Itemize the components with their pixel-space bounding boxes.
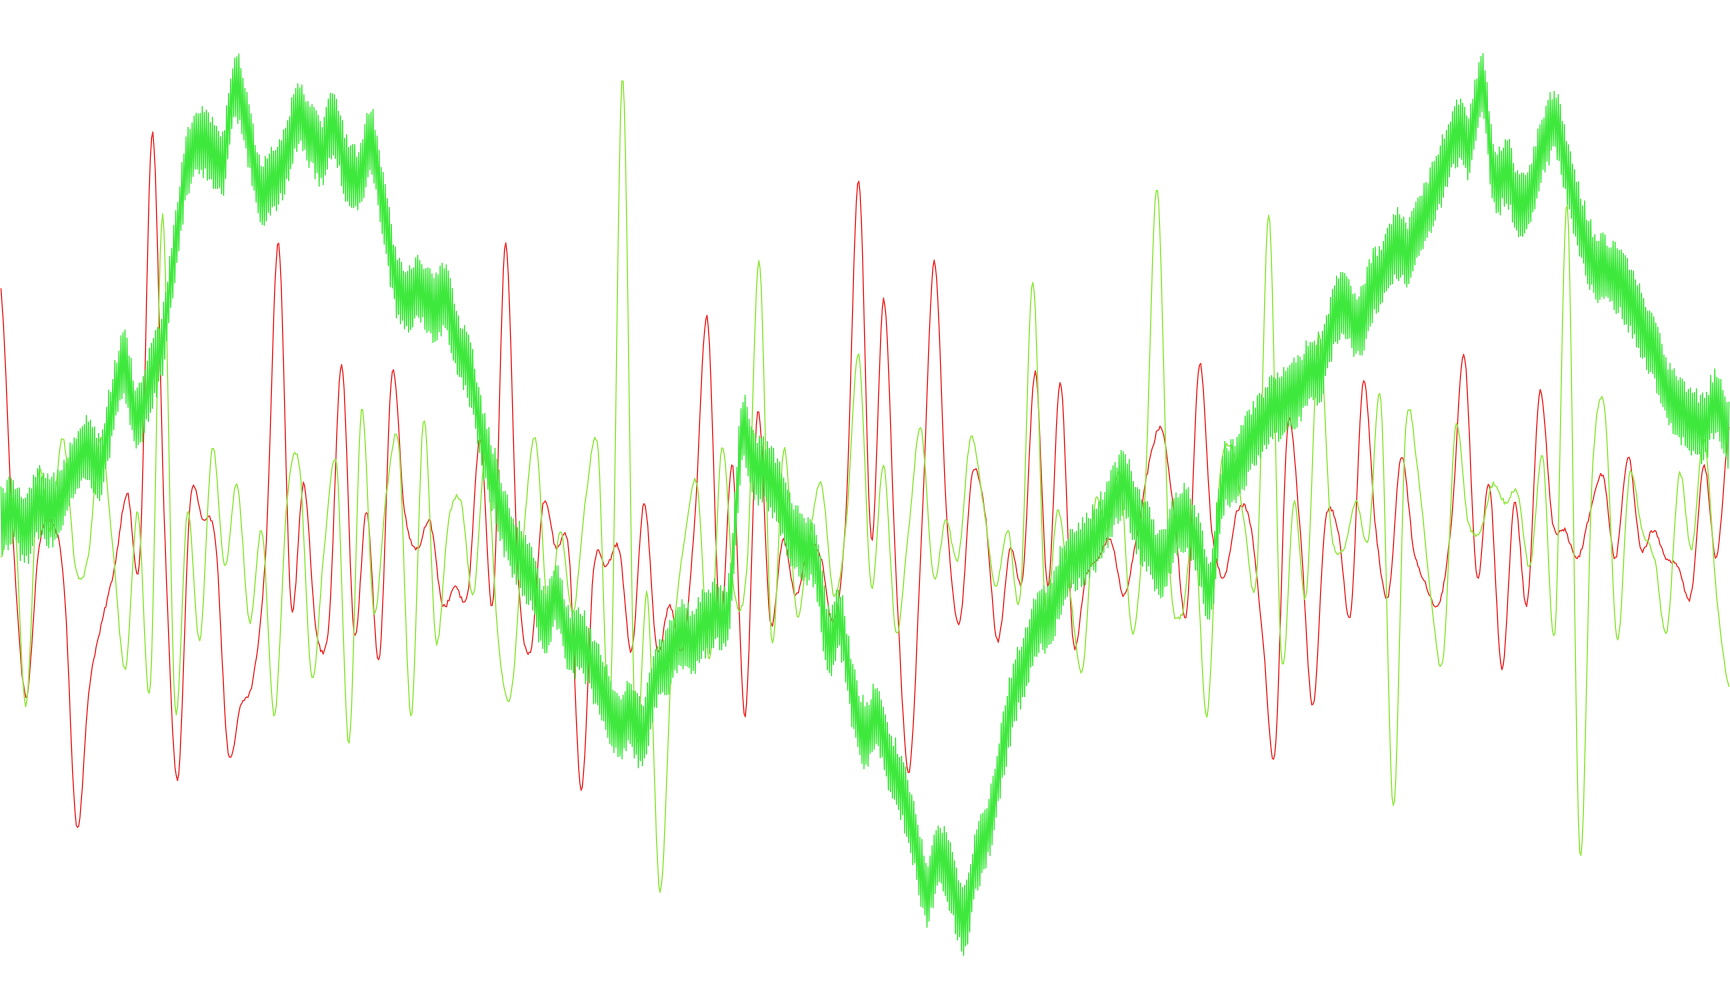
series-line-2 bbox=[0, 80, 1730, 893]
series-group bbox=[0, 52, 1730, 956]
series-line-3 bbox=[0, 52, 1730, 956]
series-line-1 bbox=[0, 131, 1730, 828]
